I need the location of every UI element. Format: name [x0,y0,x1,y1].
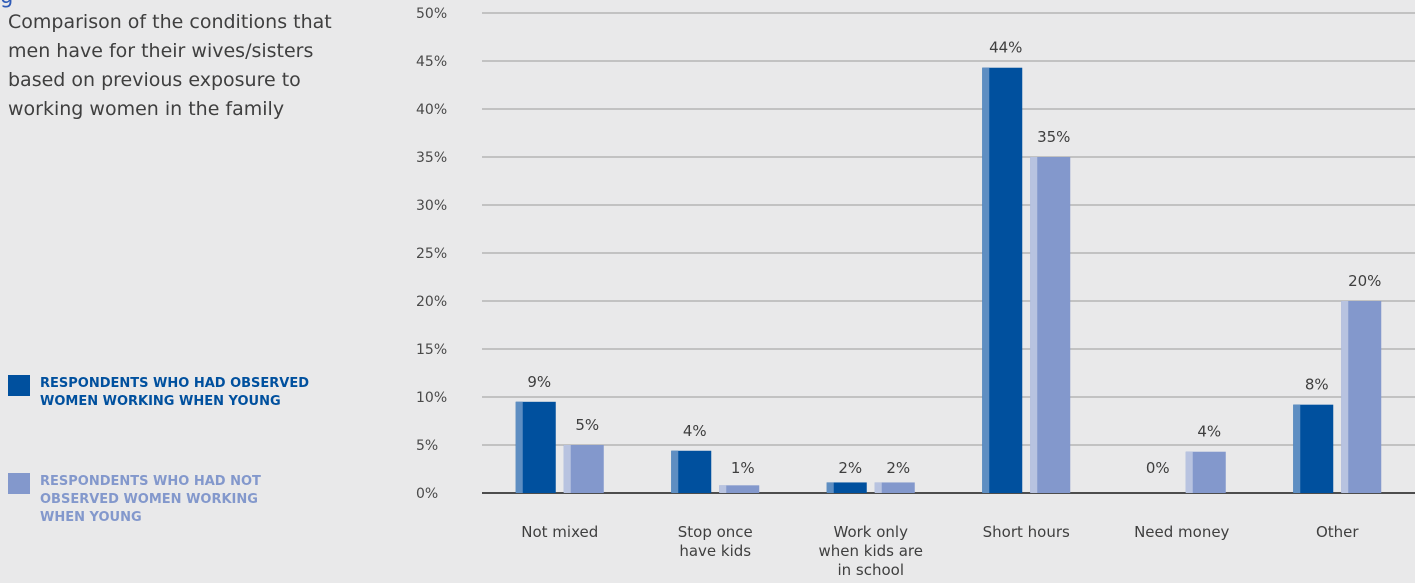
category-label: when kids are [819,542,924,560]
y-tick-label: 45% [416,54,447,70]
category-label: Need money [1134,523,1229,541]
data-label: 2% [886,459,910,477]
legend-label-observed: RESPONDENTS WHO HAD OBSERVED WOMEN WORKI… [40,375,340,411]
category-label: Short hours [983,523,1070,541]
y-tick-label: 35% [416,150,447,166]
legend-label-line: RESPONDENTS WHO HAD OBSERVED [40,376,310,391]
legend-item-observed: RESPONDENTS WHO HAD OBSERVED WOMEN WORKI… [8,373,340,411]
legend-label-line: WHEN YOUNG [40,510,142,525]
y-tick-label: 15% [416,342,447,358]
data-label: 4% [1197,423,1221,441]
legend-label-line: WOMEN WORKING WHEN YOUNG [40,394,281,409]
bar [826,482,867,493]
data-labels: 9% 5% 4% 1% 2% 2% 44% 35% 0% 4% 8% 20% [527,39,1381,477]
legend-swatch-observed [8,375,30,396]
category-label: Stop once [678,523,753,541]
bar [874,482,915,493]
data-label: 9% [527,373,551,391]
y-tick-label: 0% [416,486,438,502]
bar-highlight [874,482,882,493]
y-tick-label: 5% [416,438,438,454]
bar-highlight [1030,157,1038,493]
data-label: 5% [575,416,599,434]
bar-highlight [515,401,523,493]
bar-highlight [1293,404,1301,493]
bar-highlight [1185,451,1193,493]
legend-label-line: RESPONDENTS WHO HAD NOT [40,474,261,489]
y-tick-label: 20% [416,294,447,310]
legend-label-line: OBSERVED WOMEN WORKING [40,492,258,507]
category-label: Other [1316,523,1359,541]
legend-label-not-observed: RESPONDENTS WHO HAD NOT OBSERVED WOMEN W… [40,473,340,527]
legend-item-not-observed: RESPONDENTS WHO HAD NOT OBSERVED WOMEN W… [8,471,340,527]
y-tick-label: 10% [416,390,447,406]
data-label: 44% [989,39,1022,57]
data-label: 4% [683,422,707,440]
data-label: 1% [731,459,755,477]
y-tick-label: 50% [416,6,447,22]
y-tick-label: 25% [416,246,447,262]
bar-highlight [671,450,679,493]
y-tick-label: 30% [416,198,447,214]
data-label: 20% [1348,272,1381,290]
data-label: 2% [838,459,862,477]
bar-highlight [563,445,571,493]
figure-heading: g [0,0,380,7]
bar-highlight [1341,301,1349,493]
gridlines [482,12,1415,494]
category-label: Not mixed [521,523,598,541]
bar-highlight [826,482,834,493]
category-label: have kids [679,542,751,560]
data-label: 35% [1037,128,1070,146]
category-label: Work only [834,523,909,541]
data-label: 0% [1146,459,1170,477]
category-label: in school [837,561,904,579]
data-label: 8% [1305,376,1329,394]
bar-highlight [982,67,990,493]
y-axis-ticks: 0% 5% 10% 15% 20% 25% 30% 35% 40% 45% 50% [416,6,447,502]
legend-swatch-not-observed [8,473,30,494]
bar [719,485,760,493]
bar-highlight [719,485,727,493]
bars [515,67,1382,493]
y-tick-label: 40% [416,102,447,118]
chart-title: Comparison of the conditions that men ha… [8,11,332,120]
